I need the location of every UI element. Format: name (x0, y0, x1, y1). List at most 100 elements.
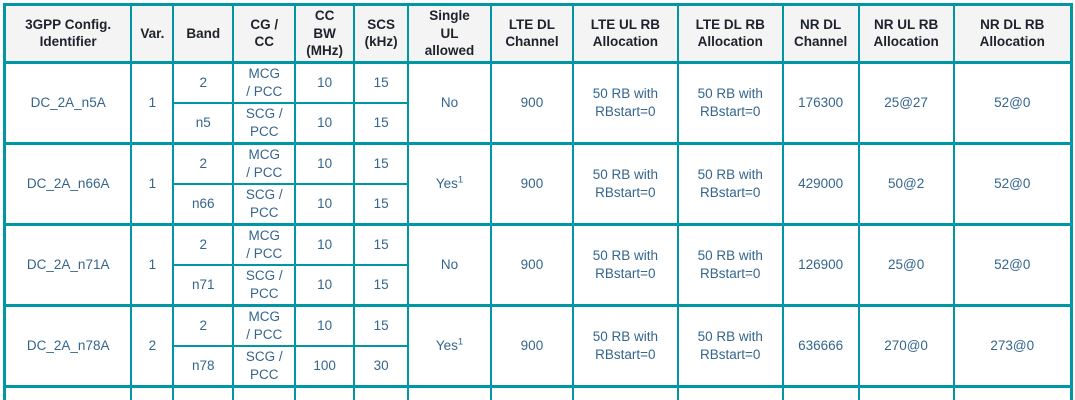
cell-lte-ul-rb: 50 RB with RBstart=0 (571, 222, 679, 307)
cell-lte-dl-channel: 900 (489, 222, 574, 307)
cell-empty (172, 384, 235, 400)
cell-scs: 30 (353, 344, 410, 388)
cell-cg-cc: SCG / PCC (232, 263, 297, 307)
cell-empty (676, 384, 784, 400)
cell-empty (130, 384, 175, 400)
table-row: DC_2A_n71A 1 2 MCG / PCC 10 15 No 900 50… (3, 222, 1073, 307)
table-row: n71 SCG / PCC 10 15 (5, 263, 1072, 307)
cell-empty (952, 384, 1073, 400)
cell-cc-bw: 100 (294, 344, 356, 388)
single-ul-value: No (440, 256, 459, 272)
cell-lte-dl-channel: 900 (489, 141, 574, 226)
cell-nr-dl-rb: 52@0 (952, 141, 1073, 226)
cell-cg-cc: MCG / PCC (232, 222, 297, 266)
cell-band: 2 (172, 141, 235, 185)
config-table-container: 3GPP Config. Identifier Var. Band CG / C… (3, 3, 1073, 400)
col-header-variant: Var. (130, 3, 175, 64)
cell-nr-dl-rb: 52@0 (952, 222, 1073, 307)
col-header-nr-ul-rb: NR UL RB Allocation (857, 3, 955, 64)
cell-single-ul: No (407, 60, 492, 145)
cell-cc-bw: 10 (294, 60, 356, 104)
cell-variant: 1 (130, 60, 175, 145)
cell-identifier: DC_2A_n78A (3, 303, 133, 388)
cell-band: n5 (172, 101, 235, 145)
config-table: 3GPP Config. Identifier Var. Band CG / C… (3, 3, 1073, 400)
cell-scs: 15 (353, 60, 410, 104)
col-header-lte-dl-rb: LTE DL RB Allocation (676, 3, 784, 64)
cell-empty (571, 384, 679, 400)
cell-single-ul: No (407, 222, 492, 307)
cell-cg-cc: SCG / PCC (232, 344, 297, 388)
table-row: DC_2A_n78A 2 2 MCG / PCC 10 15 Yes1 900 … (3, 303, 1073, 388)
cell-nr-dl-channel: 126900 (781, 222, 860, 307)
cell-cg-cc: MCG / PCC (232, 60, 297, 104)
cell-band: n66 (172, 182, 235, 226)
col-header-scs: SCS (kHz) (353, 3, 410, 64)
single-ul-value: Yes (435, 175, 458, 191)
cell-nr-dl-channel: 176300 (781, 60, 860, 145)
cell-cg-cc: MCG / PCC (232, 303, 297, 347)
cell-cc-bw: 10 (294, 101, 356, 145)
cell-empty (781, 384, 860, 400)
cell-scs: 15 (353, 303, 410, 347)
cell-nr-dl-rb: 273@0 (952, 303, 1073, 388)
cell-identifier: DC_2A_n71A (3, 222, 133, 307)
cell-empty (857, 384, 955, 400)
cell-nr-ul-rb: 25@0 (857, 222, 955, 307)
col-header-cc-bw: CC BW (MHz) (294, 3, 356, 64)
table-row: DC_2A_n66A 1 2 MCG / PCC 10 15 Yes1 900 … (3, 141, 1073, 226)
cell-empty (232, 384, 297, 400)
cell-empty (294, 384, 356, 400)
cell-band: n78 (172, 344, 235, 388)
cell-lte-dl-rb: 50 RB with RBstart=0 (676, 303, 784, 388)
cell-scs: 15 (353, 141, 410, 185)
header-row: 3GPP Config. Identifier Var. Band CG / C… (3, 3, 1073, 64)
cell-nr-dl-channel: 429000 (781, 141, 860, 226)
cell-cc-bw: 10 (294, 303, 356, 347)
col-header-cg-cc: CG / CC (232, 3, 297, 64)
cell-identifier: DC_2A_n5A (3, 60, 133, 145)
cell-nr-ul-rb: 25@27 (857, 60, 955, 145)
cell-nr-dl-rb: 52@0 (952, 60, 1073, 145)
cell-scs: 15 (353, 101, 410, 145)
cell-nr-ul-rb: 270@0 (857, 303, 955, 388)
cell-cg-cc: SCG / PCC (232, 101, 297, 145)
cell-lte-dl-rb: 50 RB with RBstart=0 (676, 141, 784, 226)
cell-cg-cc: SCG / PCC (232, 182, 297, 226)
cell-band: 2 (172, 222, 235, 266)
cell-empty (353, 384, 410, 400)
cell-lte-ul-rb: 50 RB with RBstart=0 (571, 141, 679, 226)
col-header-single-ul: Single UL allowed (407, 3, 492, 64)
cell-band: n71 (172, 263, 235, 307)
cell-empty (3, 384, 133, 400)
table-row: n66 SCG / PCC 10 15 (5, 182, 1072, 226)
cell-cc-bw: 10 (294, 222, 356, 266)
cell-band: 2 (172, 60, 235, 104)
footnote-marker: 1 (457, 336, 464, 348)
cell-lte-dl-channel: 900 (489, 60, 574, 145)
cell-band: 2 (172, 303, 235, 347)
footnote-marker: 1 (457, 174, 464, 186)
cell-nr-dl-channel: 636666 (781, 303, 860, 388)
cell-cc-bw: 10 (294, 182, 356, 226)
cell-lte-ul-rb: 50 RB with RBstart=0 (571, 303, 679, 388)
col-header-band: Band (172, 3, 235, 64)
cell-scs: 15 (353, 263, 410, 307)
col-header-lte-dl-channel: LTE DL Channel (489, 3, 574, 64)
single-ul-value: No (440, 94, 459, 110)
cell-lte-ul-rb: 50 RB with RBstart=0 (571, 60, 679, 145)
cell-single-ul: Yes1 (407, 141, 492, 226)
cell-variant: 1 (130, 141, 175, 226)
cell-single-ul: Yes1 (407, 303, 492, 388)
table-row-partial (3, 384, 1073, 400)
table-row: n78 SCG / PCC 100 30 (5, 344, 1072, 388)
table-row: DC_2A_n5A 1 2 MCG / PCC 10 15 No 900 50 … (3, 60, 1073, 145)
table-row: n5 SCG / PCC 10 15 (5, 101, 1072, 145)
single-ul-value: Yes (435, 337, 458, 353)
col-header-nr-dl-rb: NR DL RB Allocation (952, 3, 1073, 64)
cell-lte-dl-rb: 50 RB with RBstart=0 (676, 222, 784, 307)
cell-variant: 1 (130, 222, 175, 307)
cell-scs: 15 (353, 222, 410, 266)
cell-cc-bw: 10 (294, 263, 356, 307)
